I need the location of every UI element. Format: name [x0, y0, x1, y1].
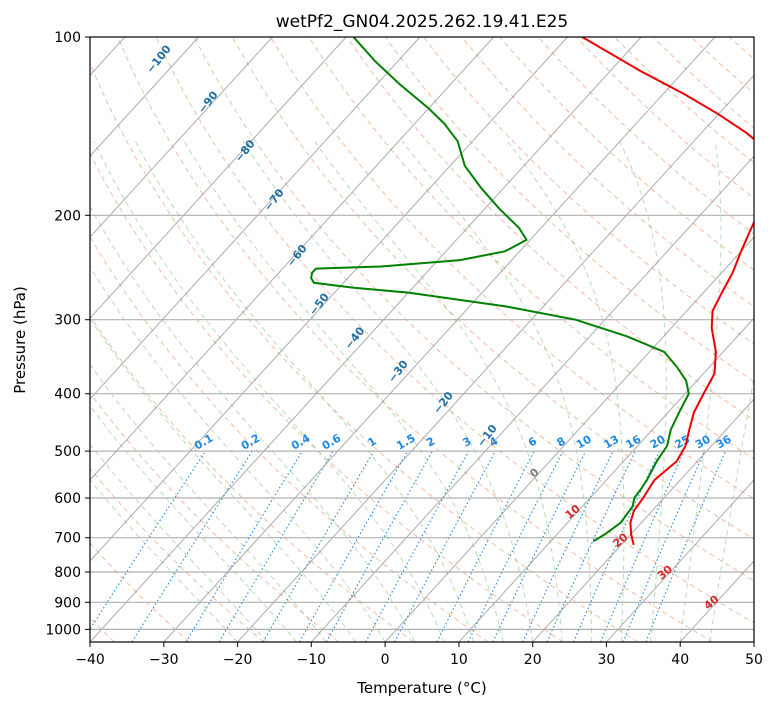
- isotherm-line: [532, 398, 754, 642]
- x-tick-label: −20: [223, 652, 253, 668]
- isotherm-line: [606, 479, 754, 642]
- y-tick-label: 500: [54, 444, 81, 460]
- plot-area: 0.1 0.2 0.4 0.6 1 1.5 2 3 4 6 8 10 13 16 20 25 30 36 −100…: [90, 37, 754, 642]
- y-axis-title: Pressure (hPa): [11, 286, 29, 394]
- mixing-ratio-line: [436, 450, 535, 642]
- y-tick-label: 300: [54, 313, 81, 329]
- isotherm-line: [90, 37, 568, 562]
- mixing-ratio-line: [600, 450, 685, 642]
- mixing-ratio-line: [185, 450, 303, 642]
- profiles: [310, 37, 754, 546]
- mixing-ratio-line: [622, 450, 706, 642]
- x-axis-title: Temperature (°C): [356, 679, 486, 697]
- mixing-ratio-line: [131, 450, 253, 642]
- x-tick-label: 20: [524, 652, 542, 668]
- x-tick-label: 40: [671, 652, 689, 668]
- y-tick-label: 900: [54, 595, 81, 611]
- mixing-ratio-line: [467, 450, 564, 642]
- x-tick-label: −10: [297, 652, 327, 668]
- dry-adiabat-line: [90, 467, 265, 642]
- y-tick-label: 1000: [45, 622, 81, 638]
- dry-adiabat-line: [346, 37, 754, 421]
- y-tick-label: 800: [54, 565, 81, 581]
- y-tick-label: 100: [54, 30, 81, 46]
- isotherms: [90, 37, 754, 642]
- isotherm-line: [90, 37, 273, 238]
- chart-title: wetPf2_GN04.2025.262.19.41.E25: [276, 12, 568, 32]
- isotherm-line: [90, 37, 421, 400]
- mixing-ratio-line: [90, 450, 206, 631]
- x-tick-label: 10: [450, 652, 468, 668]
- x-axis-ticks: −40 −30 −20 −10 0 10 20 30 40 50: [75, 642, 763, 668]
- isotherm-line: [90, 37, 199, 157]
- x-tick-label: −40: [75, 652, 105, 668]
- dry-adiabat-line: [461, 37, 754, 308]
- y-tick-label: 400: [54, 387, 81, 403]
- mixing-ratio-line: [572, 450, 660, 642]
- mixing-ratio-line: [365, 450, 470, 642]
- dry-adiabat-line: [423, 37, 754, 345]
- mixing-ratio-line: [394, 450, 496, 642]
- y-tick-label: 700: [54, 531, 81, 547]
- isotherm-line: [458, 317, 754, 642]
- dry-adiabat-line: [155, 37, 754, 624]
- isobars: [90, 214, 754, 631]
- x-tick-label: 50: [745, 652, 763, 668]
- plot-frame: [89, 36, 755, 643]
- dry-adiabat-line: [308, 37, 754, 460]
- isotherm-line: [90, 37, 642, 642]
- x-tick-label: −30: [149, 652, 179, 668]
- y-axis-ticks: 100 200 300 400 500 600 700 800 900 1000: [45, 30, 90, 638]
- isotherm-line: [163, 37, 716, 642]
- isotherm-line: [90, 37, 347, 319]
- x-tick-label: 30: [597, 652, 615, 668]
- dry-adiabat-line: [193, 37, 754, 582]
- isotherm-line: [310, 155, 754, 642]
- y-tick-label: 200: [54, 208, 81, 224]
- y-tick-label: 600: [54, 491, 81, 507]
- isotherm-line: [90, 37, 495, 481]
- x-tick-label: 0: [381, 652, 390, 668]
- mixing-ratio-line: [325, 450, 433, 642]
- isotherm-line: [237, 74, 754, 642]
- isotherm-line: [384, 236, 754, 642]
- dry-adiabat-line: [270, 37, 754, 500]
- dry-adiabat-line: [90, 152, 564, 642]
- temperature-profile-line: [581, 37, 754, 546]
- mixing-ratio-line: [299, 450, 409, 642]
- dewpoint-profile-line: [310, 37, 690, 543]
